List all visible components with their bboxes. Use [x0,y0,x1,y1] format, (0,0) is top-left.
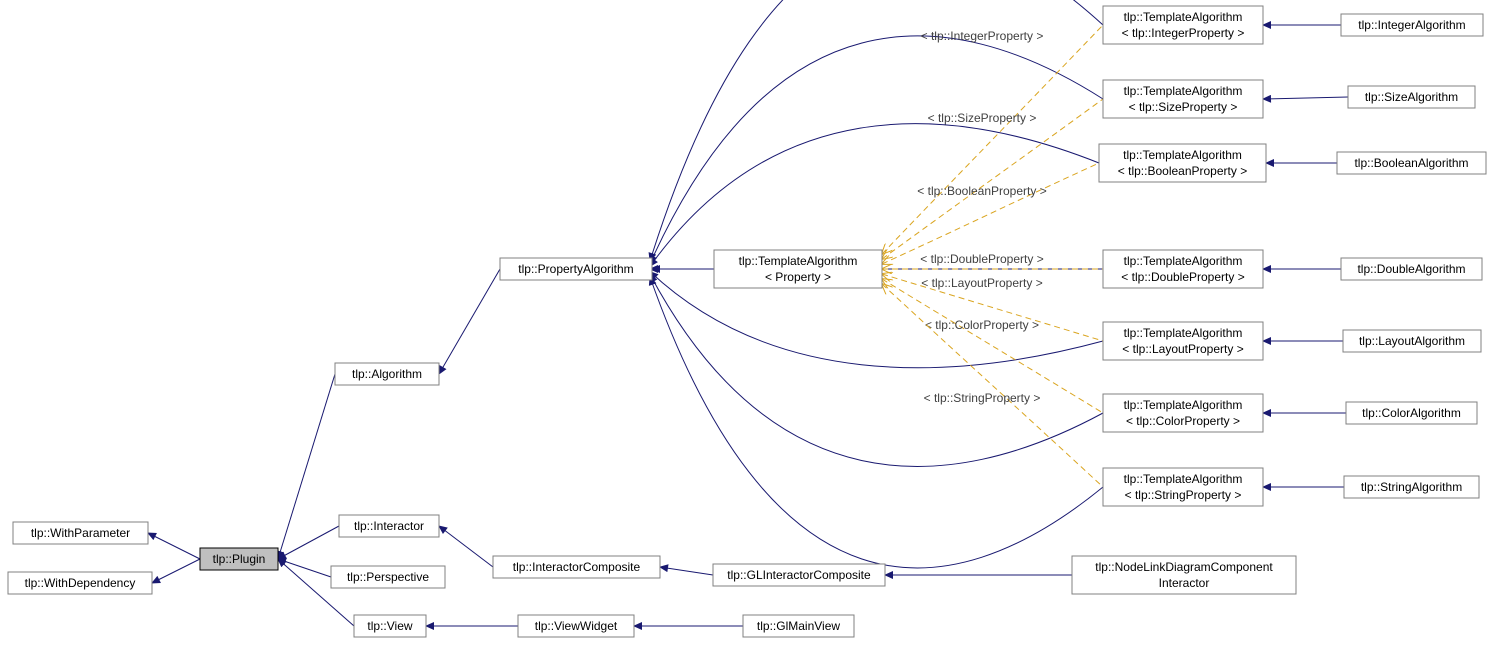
node-tplsize: tlp::TemplateAlgorithm< tlp::SizePropert… [1103,80,1263,118]
node-label: tlp::ColorAlgorithm [1362,406,1461,420]
node-label: < tlp::StringProperty > [1125,488,1242,502]
node-label: < Property > [765,270,831,284]
node-label: tlp::WithParameter [31,526,130,540]
node-perspective: tlp::Perspective [331,566,445,588]
node-tplprop: tlp::TemplateAlgorithm< Property > [714,250,882,288]
node-intalg: tlp::IntegerAlgorithm [1341,14,1483,36]
node-label: < tlp::IntegerProperty > [1122,26,1245,40]
node-label: tlp::TemplateAlgorithm [1124,326,1243,340]
node-coloralg: tlp::ColorAlgorithm [1346,402,1477,424]
node-label: tlp::Perspective [347,570,429,584]
node-tplinteger: tlp::TemplateAlgorithm< tlp::IntegerProp… [1103,6,1263,44]
edge [1263,97,1348,99]
edge-dashed [882,163,1099,264]
edge-curved [650,36,1103,264]
node-label: tlp::TemplateAlgorithm [1124,398,1243,412]
node-label: tlp::Interactor [354,519,424,533]
node-label: tlp::TemplateAlgorithm [1123,148,1242,162]
node-boolalg: tlp::BooleanAlgorithm [1337,152,1486,174]
node-label: tlp::Plugin [213,552,266,566]
node-layoutalg: tlp::LayoutAlgorithm [1343,330,1481,352]
edge-label: < tlp::DoubleProperty > [920,252,1043,266]
node-label: < tlp::BooleanProperty > [1118,164,1247,178]
node-label: tlp::GLInteractorComposite [727,568,871,582]
edge-dashed [882,25,1103,254]
node-stringalg: tlp::StringAlgorithm [1344,476,1479,498]
node-label: tlp::Algorithm [352,367,422,381]
node-label: tlp::WithDependency [25,576,136,590]
node-label: Interactor [1159,576,1210,590]
node-label: tlp::ViewWidget [535,619,618,633]
node-label: tlp::View [367,619,412,633]
edge [148,533,200,559]
node-propalg: tlp::PropertyAlgorithm [500,258,652,280]
node-tpllayout: tlp::TemplateAlgorithm< tlp::LayoutPrope… [1103,322,1263,360]
node-label: tlp::DoubleAlgorithm [1357,262,1465,276]
node-interactor: tlp::Interactor [339,515,439,537]
edge [278,374,335,559]
node-label: tlp::TemplateAlgorithm [1124,472,1243,486]
node-view: tlp::View [354,615,426,637]
node-withdep: tlp::WithDependency [8,572,152,594]
node-label: tlp::StringAlgorithm [1361,480,1462,494]
edge-label: < tlp::BooleanProperty > [917,184,1046,198]
node-label: < tlp::SizeProperty > [1129,100,1238,114]
node-tplstring: tlp::TemplateAlgorithm< tlp::StringPrope… [1103,468,1263,506]
edge-label: < tlp::StringProperty > [924,391,1041,405]
node-algorithm: tlp::Algorithm [335,363,439,385]
node-glmainview: tlp::GlMainView [743,615,854,637]
node-label: < tlp::ColorProperty > [1126,414,1240,428]
node-label: tlp::LayoutAlgorithm [1359,334,1465,348]
node-withparam: tlp::WithParameter [13,522,148,544]
node-label: < tlp::LayoutProperty > [1122,342,1243,356]
edge [439,526,493,567]
node-label: tlp::TemplateAlgorithm [1124,84,1243,98]
node-tplbool: tlp::TemplateAlgorithm< tlp::BooleanProp… [1099,144,1266,182]
edge-label: < tlp::ColorProperty > [925,318,1039,332]
edge [152,559,200,583]
node-label: tlp::InteractorComposite [513,560,641,574]
edge [278,559,331,577]
edge-label: < tlp::IntegerProperty > [921,29,1044,43]
node-label: tlp::TemplateAlgorithm [739,254,858,268]
node-glinter: tlp::GLInteractorComposite [713,564,885,586]
edge-label: < tlp::SizeProperty > [928,111,1037,125]
node-label: tlp::SizeAlgorithm [1365,90,1458,104]
edge [660,567,713,575]
node-label: tlp::PropertyAlgorithm [518,262,633,276]
nodes-layer: tlp::WithParametertlp::WithDependencytlp… [8,6,1486,637]
node-label: tlp::GlMainView [757,619,840,633]
node-tpldouble: tlp::TemplateAlgorithm< tlp::DoublePrope… [1103,250,1263,288]
node-label: < tlp::DoubleProperty > [1121,270,1244,284]
inheritance-diagram: < tlp::IntegerProperty >< tlp::SizePrope… [0,0,1492,646]
node-label: tlp::NodeLinkDiagramComponent [1095,560,1273,574]
node-sizealg: tlp::SizeAlgorithm [1348,86,1475,108]
edge-dashed [882,284,1103,487]
node-doublealg: tlp::DoubleAlgorithm [1341,258,1482,280]
edge [439,269,500,374]
node-tplcolor: tlp::TemplateAlgorithm< tlp::ColorProper… [1103,394,1263,432]
node-label: tlp::TemplateAlgorithm [1124,10,1243,24]
node-viewwidget: tlp::ViewWidget [518,615,634,637]
node-plugin: tlp::Plugin [200,548,278,570]
node-nodelink: tlp::NodeLinkDiagramComponentInteractor [1072,556,1296,594]
node-intercomp: tlp::InteractorComposite [493,556,660,578]
node-label: tlp::IntegerAlgorithm [1358,18,1465,32]
node-label: tlp::BooleanAlgorithm [1354,156,1468,170]
node-label: tlp::TemplateAlgorithm [1124,254,1243,268]
edge-curved [650,274,1103,466]
edge-label: < tlp::LayoutProperty > [921,276,1042,290]
